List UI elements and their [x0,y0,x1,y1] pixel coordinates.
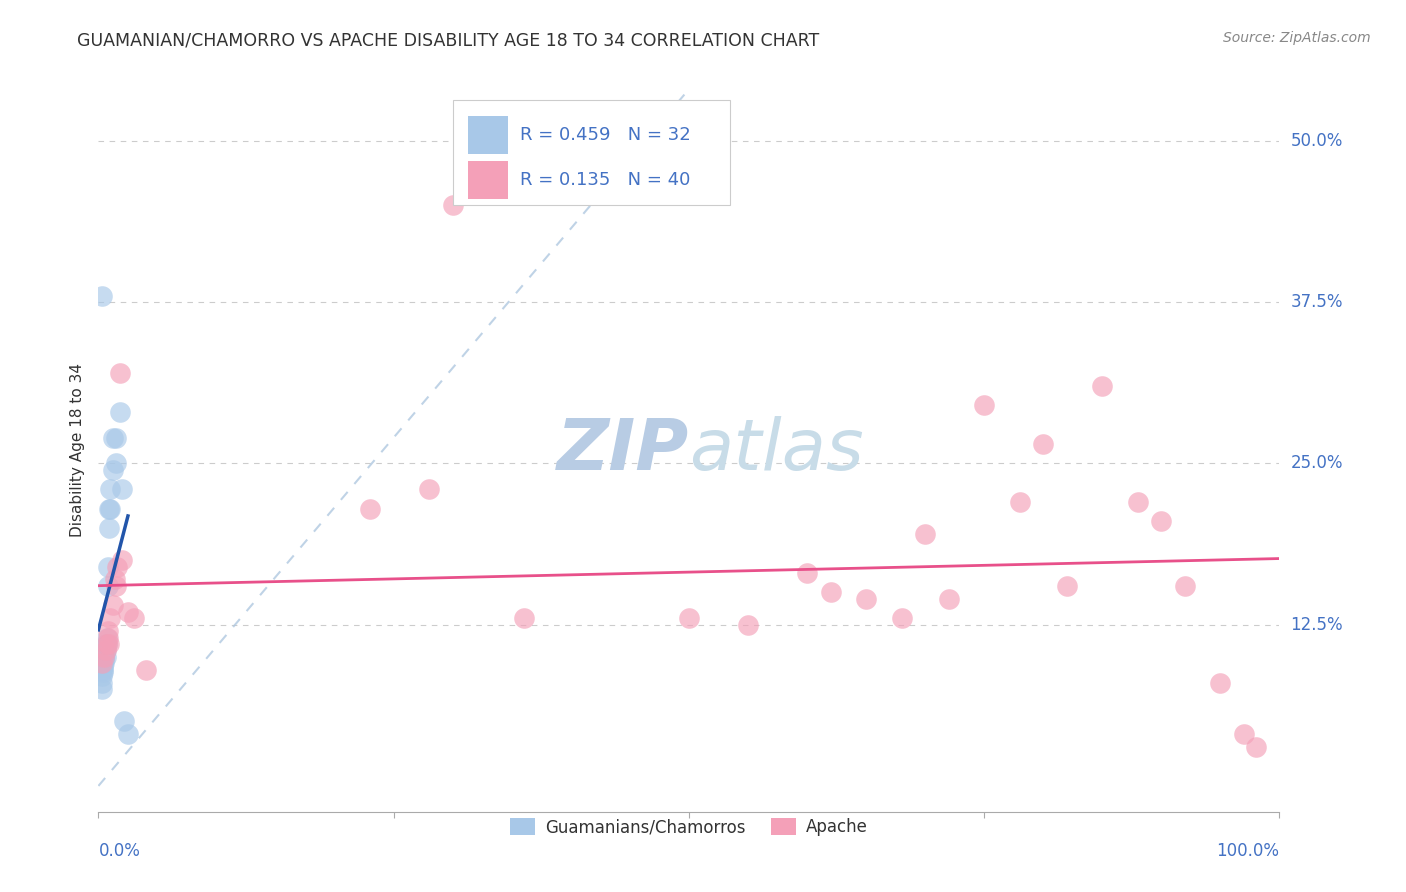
Point [112,714,135,729]
Point [512,611,534,625]
Point [122,611,145,625]
Point [101,431,124,445]
Text: 37.5%: 37.5% [1291,293,1343,311]
Point [108,366,131,380]
FancyBboxPatch shape [453,100,730,205]
Point [91,288,114,302]
Point [91,657,114,671]
Point [98,611,121,625]
Point [97,579,120,593]
Point [91,682,114,697]
Point [93,657,115,671]
Point [1032,437,1054,451]
Point [111,482,134,496]
Point [93,649,115,664]
Point [98,637,121,651]
Point [108,405,131,419]
Point [93,643,115,657]
Point [855,591,877,606]
Point [914,527,936,541]
Point [96,637,118,651]
Point [101,463,124,477]
Point [101,599,124,613]
Point [796,566,818,580]
Point [1056,579,1078,593]
Point [418,482,440,496]
Y-axis label: Disability Age 18 to 34: Disability Age 18 to 34 [70,363,86,538]
Point [105,559,128,574]
Point [98,501,121,516]
Point [98,482,121,496]
Point [117,605,139,619]
Point [678,611,700,625]
Point [1126,495,1149,509]
Point [105,456,128,470]
Legend: Guamanians/Chamorros, Apache: Guamanians/Chamorros, Apache [503,812,875,843]
Point [1244,740,1267,755]
Point [93,649,115,664]
Point [1174,579,1197,593]
Text: 50.0%: 50.0% [1291,132,1343,150]
Point [359,501,381,516]
Point [1008,495,1031,509]
FancyBboxPatch shape [468,116,508,153]
Point [91,660,114,674]
Point [91,665,114,680]
Point [93,652,115,666]
Point [1233,727,1256,741]
Point [94,643,117,657]
Point [94,649,117,664]
Point [97,559,120,574]
Point [94,637,117,651]
Text: 0.0%: 0.0% [98,842,141,860]
Point [91,669,114,683]
Text: 12.5%: 12.5% [1291,615,1343,633]
Text: R = 0.135   N = 40: R = 0.135 N = 40 [520,170,690,189]
Point [93,649,115,664]
Point [1209,675,1232,690]
Text: Source: ZipAtlas.com: Source: ZipAtlas.com [1223,31,1371,45]
Text: atlas: atlas [689,416,863,485]
Point [94,643,117,657]
Point [441,198,464,212]
Point [91,663,114,677]
Point [96,637,118,651]
Point [105,579,128,593]
Point [1091,379,1114,393]
Point [96,631,118,645]
Point [111,553,134,567]
Point [104,573,127,587]
Point [91,675,114,690]
Point [135,663,157,677]
Point [737,617,759,632]
Text: GUAMANIAN/CHAMORRO VS APACHE DISABILITY AGE 18 TO 34 CORRELATION CHART: GUAMANIAN/CHAMORRO VS APACHE DISABILITY … [77,31,820,49]
Point [117,727,139,741]
Text: 25.0%: 25.0% [1291,454,1343,473]
Point [97,624,120,639]
Point [973,398,995,412]
Point [98,521,121,535]
Text: R = 0.459   N = 32: R = 0.459 N = 32 [520,126,690,144]
Point [91,657,114,671]
Point [97,631,120,645]
Point [820,585,842,599]
Point [105,431,128,445]
Point [98,501,121,516]
Point [1150,515,1173,529]
FancyBboxPatch shape [468,161,508,199]
Text: 100.0%: 100.0% [1216,842,1279,860]
Text: ZIP: ZIP [557,416,689,485]
Point [938,591,960,606]
Point [890,611,912,625]
